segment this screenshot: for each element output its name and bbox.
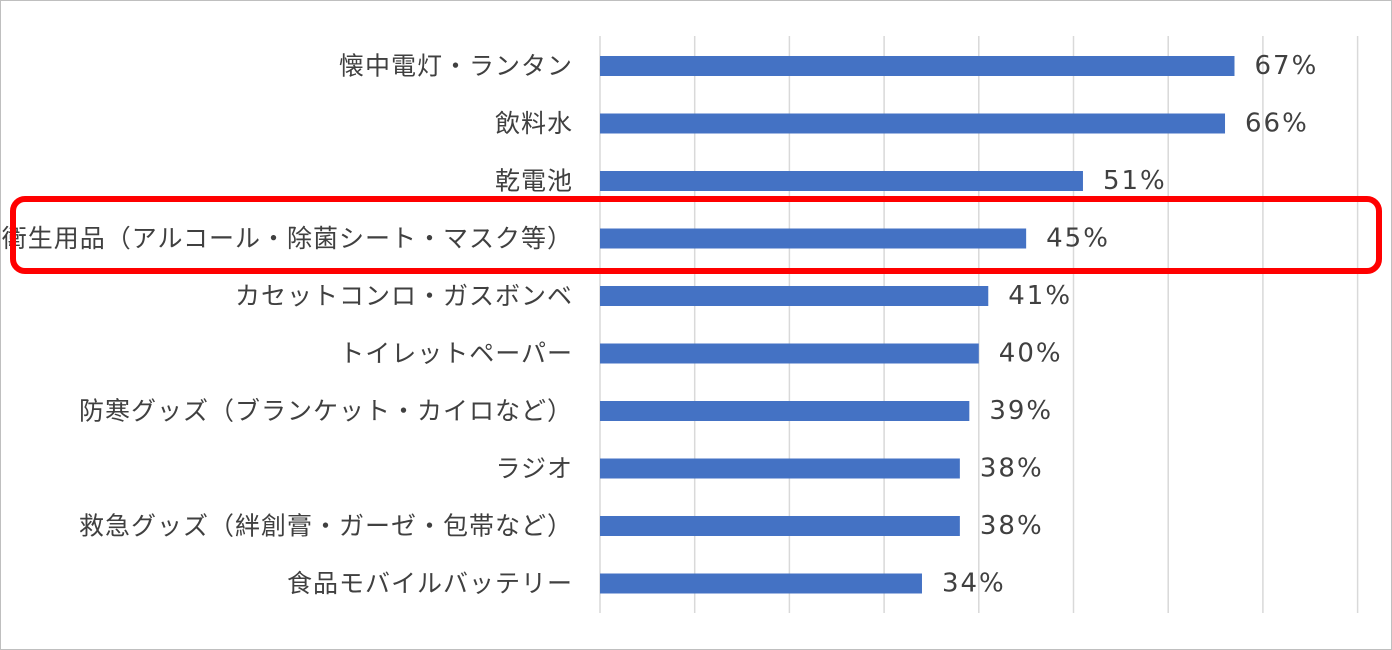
bar	[600, 113, 1226, 134]
value-label: 40%	[999, 339, 1063, 369]
category-label: 救急グッズ（絆創膏・ガーゼ・包帯など）	[79, 512, 573, 541]
category-label: 乾電池	[495, 167, 573, 196]
bar	[600, 56, 1235, 76]
bar	[600, 286, 989, 306]
highlight-box	[10, 196, 1382, 274]
value-label: 38%	[980, 511, 1044, 541]
bar	[600, 343, 979, 364]
value-label: 45%	[1046, 224, 1110, 254]
category-label: 懐中電灯・ランタン	[339, 52, 573, 81]
category-label: カセットコンロ・ガスボンベ	[235, 282, 573, 311]
value-label: 67%	[1254, 51, 1318, 81]
category-label: 食品モバイルバッテリー	[287, 569, 573, 598]
category-label: ラジオ	[495, 454, 573, 483]
value-label: 34%	[942, 569, 1006, 599]
value-label: 66%	[1245, 109, 1309, 139]
category-label: トイレットペーパー	[339, 339, 573, 368]
bars	[600, 56, 1235, 594]
category-label: 衛生用品（アルコール・除菌シート・マスク等）	[2, 224, 573, 253]
value-labels: 67% 66% 51% 45% 41% 40% 39% 38% 38% 34%	[942, 51, 1318, 599]
bar	[600, 228, 1027, 249]
value-label: 38%	[980, 454, 1044, 484]
bar	[600, 573, 922, 594]
value-label: 41%	[1008, 281, 1072, 311]
bar	[600, 516, 960, 536]
bar	[600, 171, 1083, 191]
value-label: 39%	[989, 396, 1053, 426]
bar	[600, 458, 960, 479]
category-label: 飲料水	[495, 109, 573, 138]
bar	[600, 401, 970, 421]
category-label: 防寒グッズ（ブランケット・カイロなど）	[79, 397, 573, 426]
value-label: 51%	[1103, 166, 1167, 196]
